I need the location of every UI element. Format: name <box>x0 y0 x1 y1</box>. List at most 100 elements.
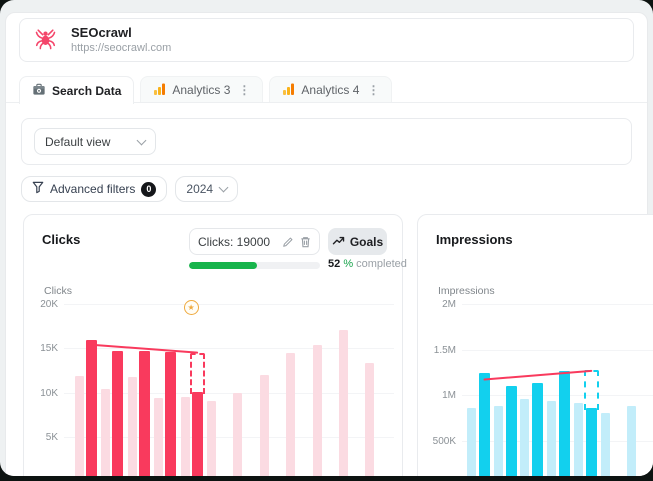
impressions-bar-current-m5[interactable] <box>585 407 597 476</box>
clicks-gridline-5K <box>64 436 394 438</box>
impressions-bar-current-m4[interactable] <box>559 371 571 476</box>
advanced-filters-label: Advanced filters <box>50 182 136 196</box>
impressions-ytick-1.5M: 1.5M <box>433 344 456 356</box>
tab-label: Analytics 3 <box>172 83 231 97</box>
chevron-down-icon <box>136 135 147 145</box>
clicks-bar-previous-m9[interactable] <box>286 352 296 476</box>
view-select-value: Default view <box>45 134 111 149</box>
tab-menu-icon[interactable]: ⋮ <box>367 83 380 97</box>
clicks-bar-previous-m5[interactable] <box>180 396 190 476</box>
tab-analytics-3[interactable]: Analytics 3 ⋮ <box>140 76 264 103</box>
clicks-ytick-5K: 5K <box>45 431 58 443</box>
filters-row: Advanced filters 0 2024 <box>21 176 632 202</box>
clicks-bar-previous-m7[interactable] <box>233 392 243 476</box>
impressions-gridline-1.5M <box>462 349 653 351</box>
dashboard-content: SEOcrawl https://seocrawl.com <box>5 12 653 476</box>
trending-up-icon <box>332 235 345 249</box>
clicks-bar-current-m3[interactable] <box>138 350 150 476</box>
year-select-value: 2024 <box>186 182 214 196</box>
site-identity: SEOcrawl https://seocrawl.com <box>71 25 172 55</box>
clicks-bar-previous-m1[interactable] <box>75 375 84 476</box>
impressions-bar-current-m3[interactable] <box>532 383 544 476</box>
impressions-ytick-2M: 2M <box>442 299 456 310</box>
impressions-bar-current-m1[interactable] <box>479 373 490 476</box>
advanced-filters-button[interactable]: Advanced filters 0 <box>21 176 168 202</box>
view-select[interactable]: Default view <box>34 128 156 155</box>
clicks-bar-current-m5[interactable] <box>191 391 203 476</box>
clicks-bar-current-m2[interactable] <box>112 350 124 476</box>
edit-pencil-icon[interactable] <box>282 236 294 248</box>
impressions-gridline-1M <box>462 395 653 396</box>
filters-count-badge: 0 <box>141 181 157 197</box>
site-url: https://seocrawl.com <box>71 42 172 54</box>
clicks-chart-plot: 20K15K10K5K0★ <box>40 299 394 476</box>
goal-progress-text: 52 % completed <box>328 258 407 270</box>
clicks-bar-previous-m8[interactable] <box>259 374 269 476</box>
clicks-bar-previous-m12[interactable] <box>365 363 375 476</box>
tab-analytics-4[interactable]: Analytics 4 ⋮ <box>269 76 393 103</box>
charts-row: Clicks Clicks: 19000 <box>23 214 653 476</box>
clicks-bar-forecast-m5[interactable] <box>189 352 205 394</box>
goal-progress-fill <box>189 262 258 269</box>
goal-progress-bar <box>189 262 320 269</box>
clicks-axis-label: Clicks <box>44 285 72 297</box>
clicks-goal-value: Clicks: 19000 <box>198 234 271 249</box>
clicks-bar-previous-m4[interactable] <box>154 397 164 476</box>
site-name: SEOcrawl <box>71 25 132 40</box>
impressions-goal-trend-line <box>483 369 593 381</box>
clicks-bar-previous-m6[interactable] <box>207 401 216 476</box>
impressions-gridline-500K <box>462 440 653 442</box>
tab-search-data[interactable]: Search Data <box>19 76 135 104</box>
tab-label: Analytics 4 <box>301 83 360 97</box>
impressions-bar-previous-m6[interactable] <box>600 413 610 476</box>
impressions-bar-previous-m1[interactable] <box>467 407 476 476</box>
year-select[interactable]: 2024 <box>175 176 239 202</box>
impressions-bar-previous-m3[interactable] <box>520 398 530 476</box>
clicks-bar-previous-m11[interactable] <box>339 329 348 476</box>
clicks-gridline-20K <box>64 304 394 305</box>
goals-button[interactable]: Goals <box>328 228 387 255</box>
clicks-panel-title: Clicks <box>42 232 81 247</box>
clicks-ytick-20K: 20K <box>40 299 58 310</box>
clicks-panel: Clicks Clicks: 19000 <box>23 214 407 476</box>
clicks-bar-previous-m3[interactable] <box>127 376 137 476</box>
spider-logo-icon <box>32 24 59 56</box>
chevron-down-icon <box>218 182 229 193</box>
impressions-gridline-2M <box>462 304 653 305</box>
clicks-ytick-15K: 15K <box>40 343 58 355</box>
tab-label: Search Data <box>52 83 122 98</box>
tab-bar: Search Data Analytics 3 ⋮ <box>6 75 647 104</box>
clicks-gridline-10K <box>64 392 394 394</box>
funnel-icon <box>32 181 44 197</box>
impressions-ytick-1M: 1M <box>442 390 456 401</box>
search-console-icon <box>32 83 46 99</box>
impressions-bar-forecast-m5[interactable] <box>583 370 599 410</box>
clicks-goal-input[interactable]: Clicks: 19000 <box>189 228 320 255</box>
impressions-bar-previous-m5[interactable] <box>573 403 583 476</box>
clicks-bar-current-m1[interactable] <box>86 340 97 476</box>
impressions-axis-label: Impressions <box>438 285 495 297</box>
clicks-ytick-10K: 10K <box>40 387 58 399</box>
clicks-bar-previous-m2[interactable] <box>101 388 111 476</box>
impressions-bar-previous-m4[interactable] <box>547 401 557 476</box>
impressions-bar-previous-m7[interactable] <box>627 405 637 476</box>
analytics-bars-icon <box>153 83 166 98</box>
goals-button-label: Goals <box>349 234 384 249</box>
impressions-panel-title: Impressions <box>436 232 513 247</box>
view-toolbar: Default view <box>21 118 632 165</box>
site-header: SEOcrawl https://seocrawl.com <box>19 18 634 62</box>
impressions-panel: Impressions Impressions 2M 1.5M 1M 500K <box>417 214 653 476</box>
tab-menu-icon[interactable]: ⋮ <box>238 83 251 97</box>
impressions-bar-previous-m2[interactable] <box>493 405 503 476</box>
impressions-ytick-500K: 500K <box>432 435 456 447</box>
impressions-bar-current-m2[interactable] <box>505 385 517 476</box>
impressions-chart-plot: 2M 1.5M 1M 500K <box>433 299 653 476</box>
clicks-bar-current-m4[interactable] <box>165 351 177 476</box>
goal-star-marker[interactable]: ★ <box>183 300 199 316</box>
trash-icon[interactable] <box>300 236 311 248</box>
analytics-bars-icon <box>282 83 295 98</box>
clicks-gridline-15K <box>64 348 394 350</box>
clicks-bar-previous-m10[interactable] <box>312 344 322 476</box>
